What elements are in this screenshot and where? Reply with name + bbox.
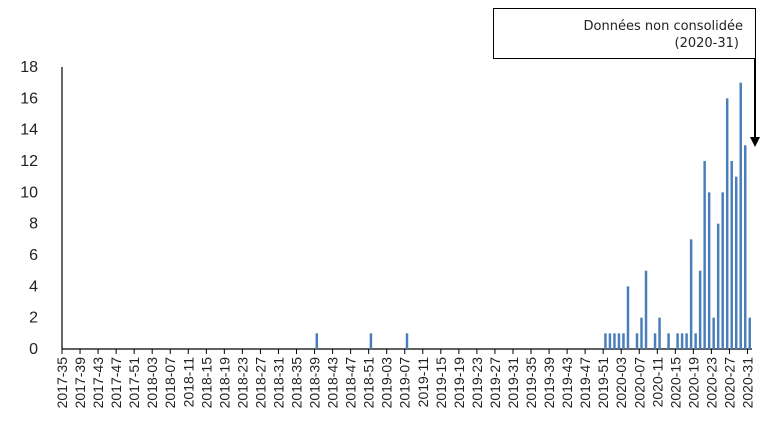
bar: [608, 333, 612, 349]
x-tick-label: 2018-43: [325, 357, 341, 409]
bar: [689, 239, 693, 349]
bar: [667, 333, 670, 349]
x-tick-label: 2019-31: [505, 357, 521, 409]
bar: [635, 333, 639, 349]
bar: [680, 333, 684, 349]
y-tick-label: 10: [20, 184, 38, 201]
x-tick-label: 2020-23: [703, 357, 719, 409]
y-axis: 0 2 4 6 8 10 12 14 16 18: [20, 59, 63, 358]
bar: [644, 270, 648, 349]
bar: [658, 317, 661, 349]
x-tick-label: 2019-07: [397, 357, 413, 409]
x-tick-label: 2018-11: [180, 357, 196, 408]
annotation-line-1: Données non consolidée: [583, 19, 743, 34]
bar: [703, 161, 706, 349]
x-tick-label: 2018-03: [144, 357, 160, 409]
x-tick-label: 2018-15: [198, 357, 214, 409]
x-tick-label: 2019-19: [451, 357, 467, 409]
y-tick-label: 6: [29, 247, 38, 264]
x-tick-label: 2018-51: [361, 357, 377, 409]
x-tick-label: 2018-35: [289, 357, 305, 409]
annotation-arrow-head: [750, 137, 760, 147]
x-tick-label: 2017-47: [108, 357, 124, 409]
bar: [405, 333, 409, 349]
bar: [698, 270, 702, 349]
x-tick-label: 2019-23: [469, 357, 485, 409]
bar: [739, 82, 742, 350]
y-tick-label: 12: [20, 153, 38, 170]
x-tick-label: 2019-39: [541, 357, 557, 409]
x-tick-label: 2020-31: [739, 357, 755, 409]
x-tick-label: 2017-39: [72, 357, 88, 409]
bar: [694, 333, 697, 349]
x-tick-label: 2018-23: [234, 357, 250, 409]
x-tick-label: 2018-07: [162, 357, 178, 409]
bar: [721, 192, 724, 349]
x-tick-label: 2017-51: [126, 357, 142, 409]
x-tick-label: 2018-19: [216, 357, 232, 409]
bar: [369, 333, 373, 349]
x-tick-label: 2018-27: [252, 357, 268, 409]
x-tick-label: 2020-15: [667, 357, 683, 409]
x-tick-label: 2019-11: [415, 357, 431, 408]
bar: [653, 333, 657, 349]
x-tick-label: 2017-43: [90, 357, 106, 409]
x-tick-label: 2018-47: [343, 357, 359, 409]
bar: [685, 333, 688, 349]
x-tick-label: 2020-27: [721, 357, 737, 409]
bar: [622, 333, 625, 349]
y-tick-label: 0: [29, 341, 38, 358]
annotation-callout: Données non consolidée (2020-31): [493, 8, 756, 59]
annotation-arrow: [750, 59, 760, 147]
x-tick-label: 2017-35: [54, 357, 70, 409]
annotation-line-2: (2020-31): [674, 36, 739, 51]
bar: [712, 317, 715, 349]
bar: [730, 161, 733, 349]
bar: [744, 145, 747, 349]
bar: [640, 317, 643, 349]
y-tick-label: 18: [20, 59, 38, 76]
x-tick-label: 2019-03: [379, 357, 395, 409]
x-axis: 2017-35 2017-39 2017-43 2017-47 2017-51 2018-…: [54, 348, 755, 409]
y-tick-label: 4: [29, 278, 38, 295]
bar: [604, 333, 607, 349]
y-tick-label: 16: [20, 90, 38, 107]
x-tick-label: 2019-35: [523, 357, 539, 409]
x-tick-label: 2019-47: [577, 357, 593, 409]
x-tick-label: 2019-51: [595, 357, 611, 409]
bar: [716, 223, 720, 349]
x-tick-label: 2020-11: [649, 357, 665, 408]
x-tick-label: 2019-43: [559, 357, 575, 409]
y-tick-label: 14: [20, 122, 38, 139]
bar: [748, 317, 751, 349]
bar: [734, 176, 738, 349]
bar-series: [315, 82, 751, 350]
bar: [676, 333, 679, 349]
x-tick-label: 2018-31: [270, 357, 286, 409]
bar: [617, 333, 621, 349]
bar: [613, 333, 616, 349]
x-tick-label: 2020-03: [613, 357, 629, 409]
bar: [707, 192, 711, 349]
x-tick-label: 2019-27: [487, 357, 503, 409]
bar: [315, 333, 319, 349]
y-tick-label: 2: [29, 310, 38, 327]
x-tick-label: 2020-19: [685, 357, 701, 409]
bar: [725, 98, 729, 349]
x-tick-label: 2019-15: [433, 357, 449, 409]
x-tick-label: 2020-07: [631, 357, 647, 409]
x-tick-label: 2018-39: [307, 357, 323, 409]
bar: [626, 286, 630, 349]
y-tick-label: 8: [29, 216, 38, 233]
